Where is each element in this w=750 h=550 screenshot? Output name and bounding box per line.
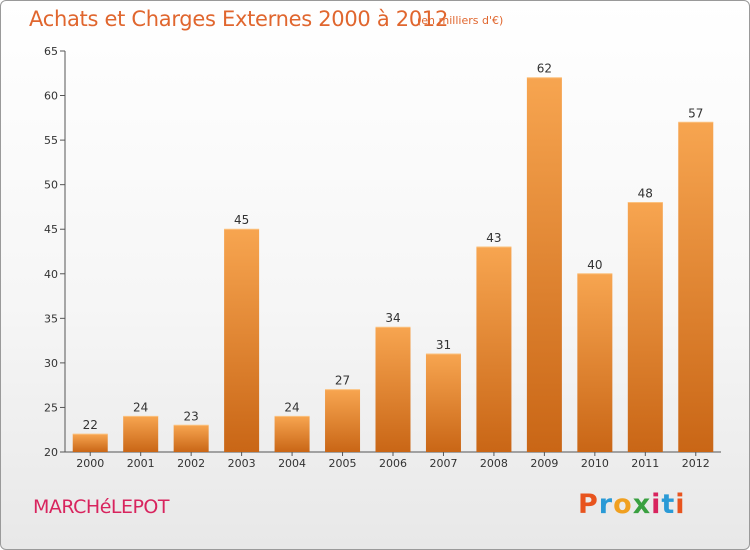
data-label-2000: 22 [83, 418, 98, 432]
y-tick-label: 65 [44, 45, 58, 58]
x-tick-label-2008: 2008 [480, 457, 508, 470]
brand-letter: t [661, 489, 676, 520]
bar-2006 [375, 327, 411, 452]
x-tick-label-2002: 2002 [177, 457, 205, 470]
bar-2001 [123, 416, 159, 452]
data-label-2002: 23 [184, 409, 199, 423]
y-tick-label: 40 [44, 268, 58, 281]
y-tick-label: 35 [44, 312, 58, 325]
data-label-2012: 57 [688, 106, 703, 120]
data-label-2003: 45 [234, 213, 249, 227]
chart-title: Achats et Charges Externes 2000 à 2012 [29, 7, 449, 31]
x-tick-label-2007: 2007 [429, 457, 457, 470]
brand-letter: r [598, 489, 614, 520]
bar-2010 [577, 273, 613, 452]
data-label-2010: 40 [587, 258, 602, 272]
x-tick-label-2012: 2012 [682, 457, 710, 470]
data-label-2009: 62 [537, 62, 552, 76]
bar-2008 [476, 247, 512, 452]
commune-name: MARCHéLEPOT [33, 496, 170, 518]
data-label-2004: 24 [284, 400, 299, 414]
x-tick-label-2003: 2003 [228, 457, 256, 470]
bar-2005 [325, 389, 361, 452]
x-tick-label-2006: 2006 [379, 457, 407, 470]
y-tick-label: 50 [44, 179, 58, 192]
x-tick-label-2009: 2009 [530, 457, 558, 470]
data-label-2005: 27 [335, 374, 350, 388]
data-label-2008: 43 [486, 231, 501, 245]
x-tick-label-2001: 2001 [127, 457, 155, 470]
x-tick-label-2000: 2000 [76, 457, 104, 470]
bar-2012 [678, 122, 714, 453]
brand-letter: P [578, 489, 599, 520]
y-tick-label: 60 [44, 90, 58, 103]
brand-letter: o [613, 489, 633, 520]
brand-letter: i [651, 489, 662, 520]
bar-2002 [173, 425, 209, 452]
proxiti-logo: Proxiti [578, 489, 686, 520]
data-label-2007: 31 [436, 338, 451, 352]
bar-2011 [627, 202, 663, 452]
bar-2000 [72, 434, 108, 452]
chart-subtitle: (en milliers d'€) [417, 14, 504, 27]
y-tick-label: 55 [44, 134, 58, 147]
y-tick-label: 20 [44, 446, 58, 459]
y-tick-label: 30 [44, 357, 58, 370]
y-tick-label: 45 [44, 223, 58, 236]
bar-2003 [224, 229, 260, 452]
x-tick-label-2005: 2005 [329, 457, 357, 470]
x-tick-label-2011: 2011 [631, 457, 659, 470]
x-tick-label-2010: 2010 [581, 457, 609, 470]
x-tick-label-2004: 2004 [278, 457, 306, 470]
bar-2004 [274, 416, 310, 452]
data-label-2006: 34 [385, 311, 400, 325]
data-label-2001: 24 [133, 400, 148, 414]
brand-letter: x [632, 489, 652, 520]
brand-letter: i [675, 489, 686, 520]
data-label-2011: 48 [638, 186, 653, 200]
y-tick-label: 25 [44, 401, 58, 414]
bar-2009 [526, 77, 562, 452]
bar-2007 [425, 353, 461, 452]
